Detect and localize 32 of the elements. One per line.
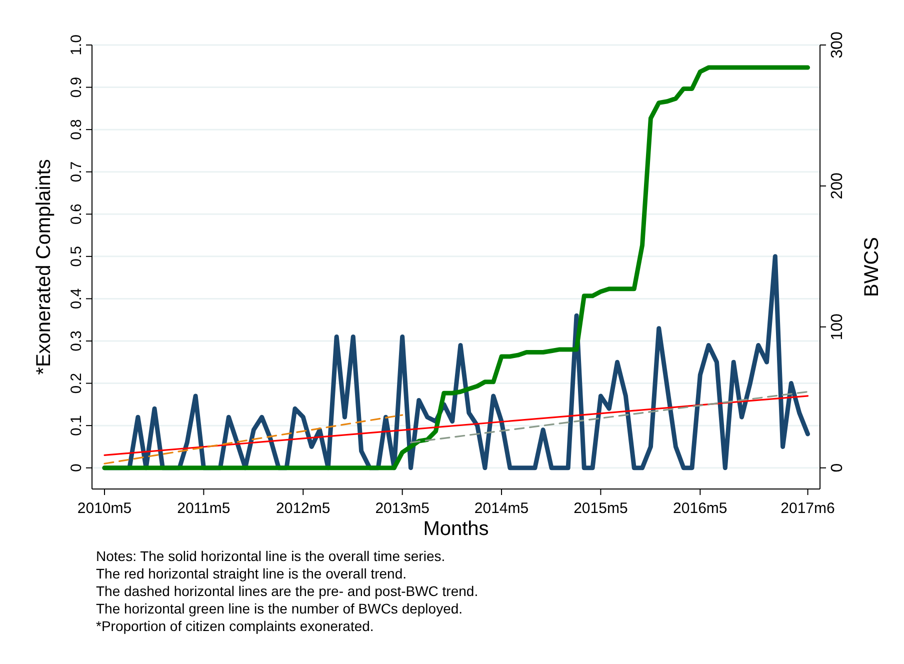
y2-tick-label: 300 — [829, 32, 846, 58]
x-tick-label: 2016m5 — [673, 500, 728, 517]
y-tick-label: 1.0 — [68, 34, 85, 56]
y-tick-label: 0.8 — [68, 119, 85, 140]
x-tick-label: 2012m5 — [276, 500, 330, 517]
y-tick-label: 0.1 — [68, 415, 85, 436]
text: *Proportion of citizen complaints exonerated. — [96, 618, 374, 634]
x-tick-label: 2010m5 — [77, 500, 132, 517]
x-axis-title: Months — [423, 518, 489, 540]
y-tick-label: 0.9 — [68, 76, 85, 98]
text: The horizontal green line is the number of BWCs deployed. — [96, 600, 463, 616]
x-tick-label: 2015m5 — [574, 500, 628, 517]
x-tick-label: 2014m5 — [474, 500, 529, 517]
y2-axis-title: BWCS — [861, 237, 883, 297]
y-tick-label: 0.2 — [68, 372, 85, 394]
y-axis-title: *Exonerated Complaints — [33, 159, 55, 375]
y-tick-label: 0 — [68, 464, 85, 472]
y-tick-label: 0.5 — [68, 246, 85, 267]
y-tick-label: 0.3 — [68, 330, 85, 352]
y-tick-label: 0.4 — [68, 288, 85, 310]
x-tick-label: 2017m6 — [780, 500, 835, 517]
y2-tick-label: 100 — [829, 313, 846, 340]
text: Notes: The solid horizontal line is the overall time series. — [96, 548, 446, 564]
x-tick-label: 2011m5 — [177, 500, 230, 517]
y2-tick-label: 200 — [829, 172, 846, 200]
line-series — [102, 65, 810, 470]
x-tick-label: 2013m5 — [375, 500, 430, 517]
text: The red horizontal straight line is the overall trend. — [96, 566, 406, 582]
y-tick-label: 0.7 — [68, 161, 85, 182]
y-tick-label: 0.6 — [68, 204, 85, 225]
text: The dashed horizontal lines are the pre- and post-BWC trend. — [96, 583, 478, 599]
y2-tick-label: 0 — [829, 463, 846, 472]
